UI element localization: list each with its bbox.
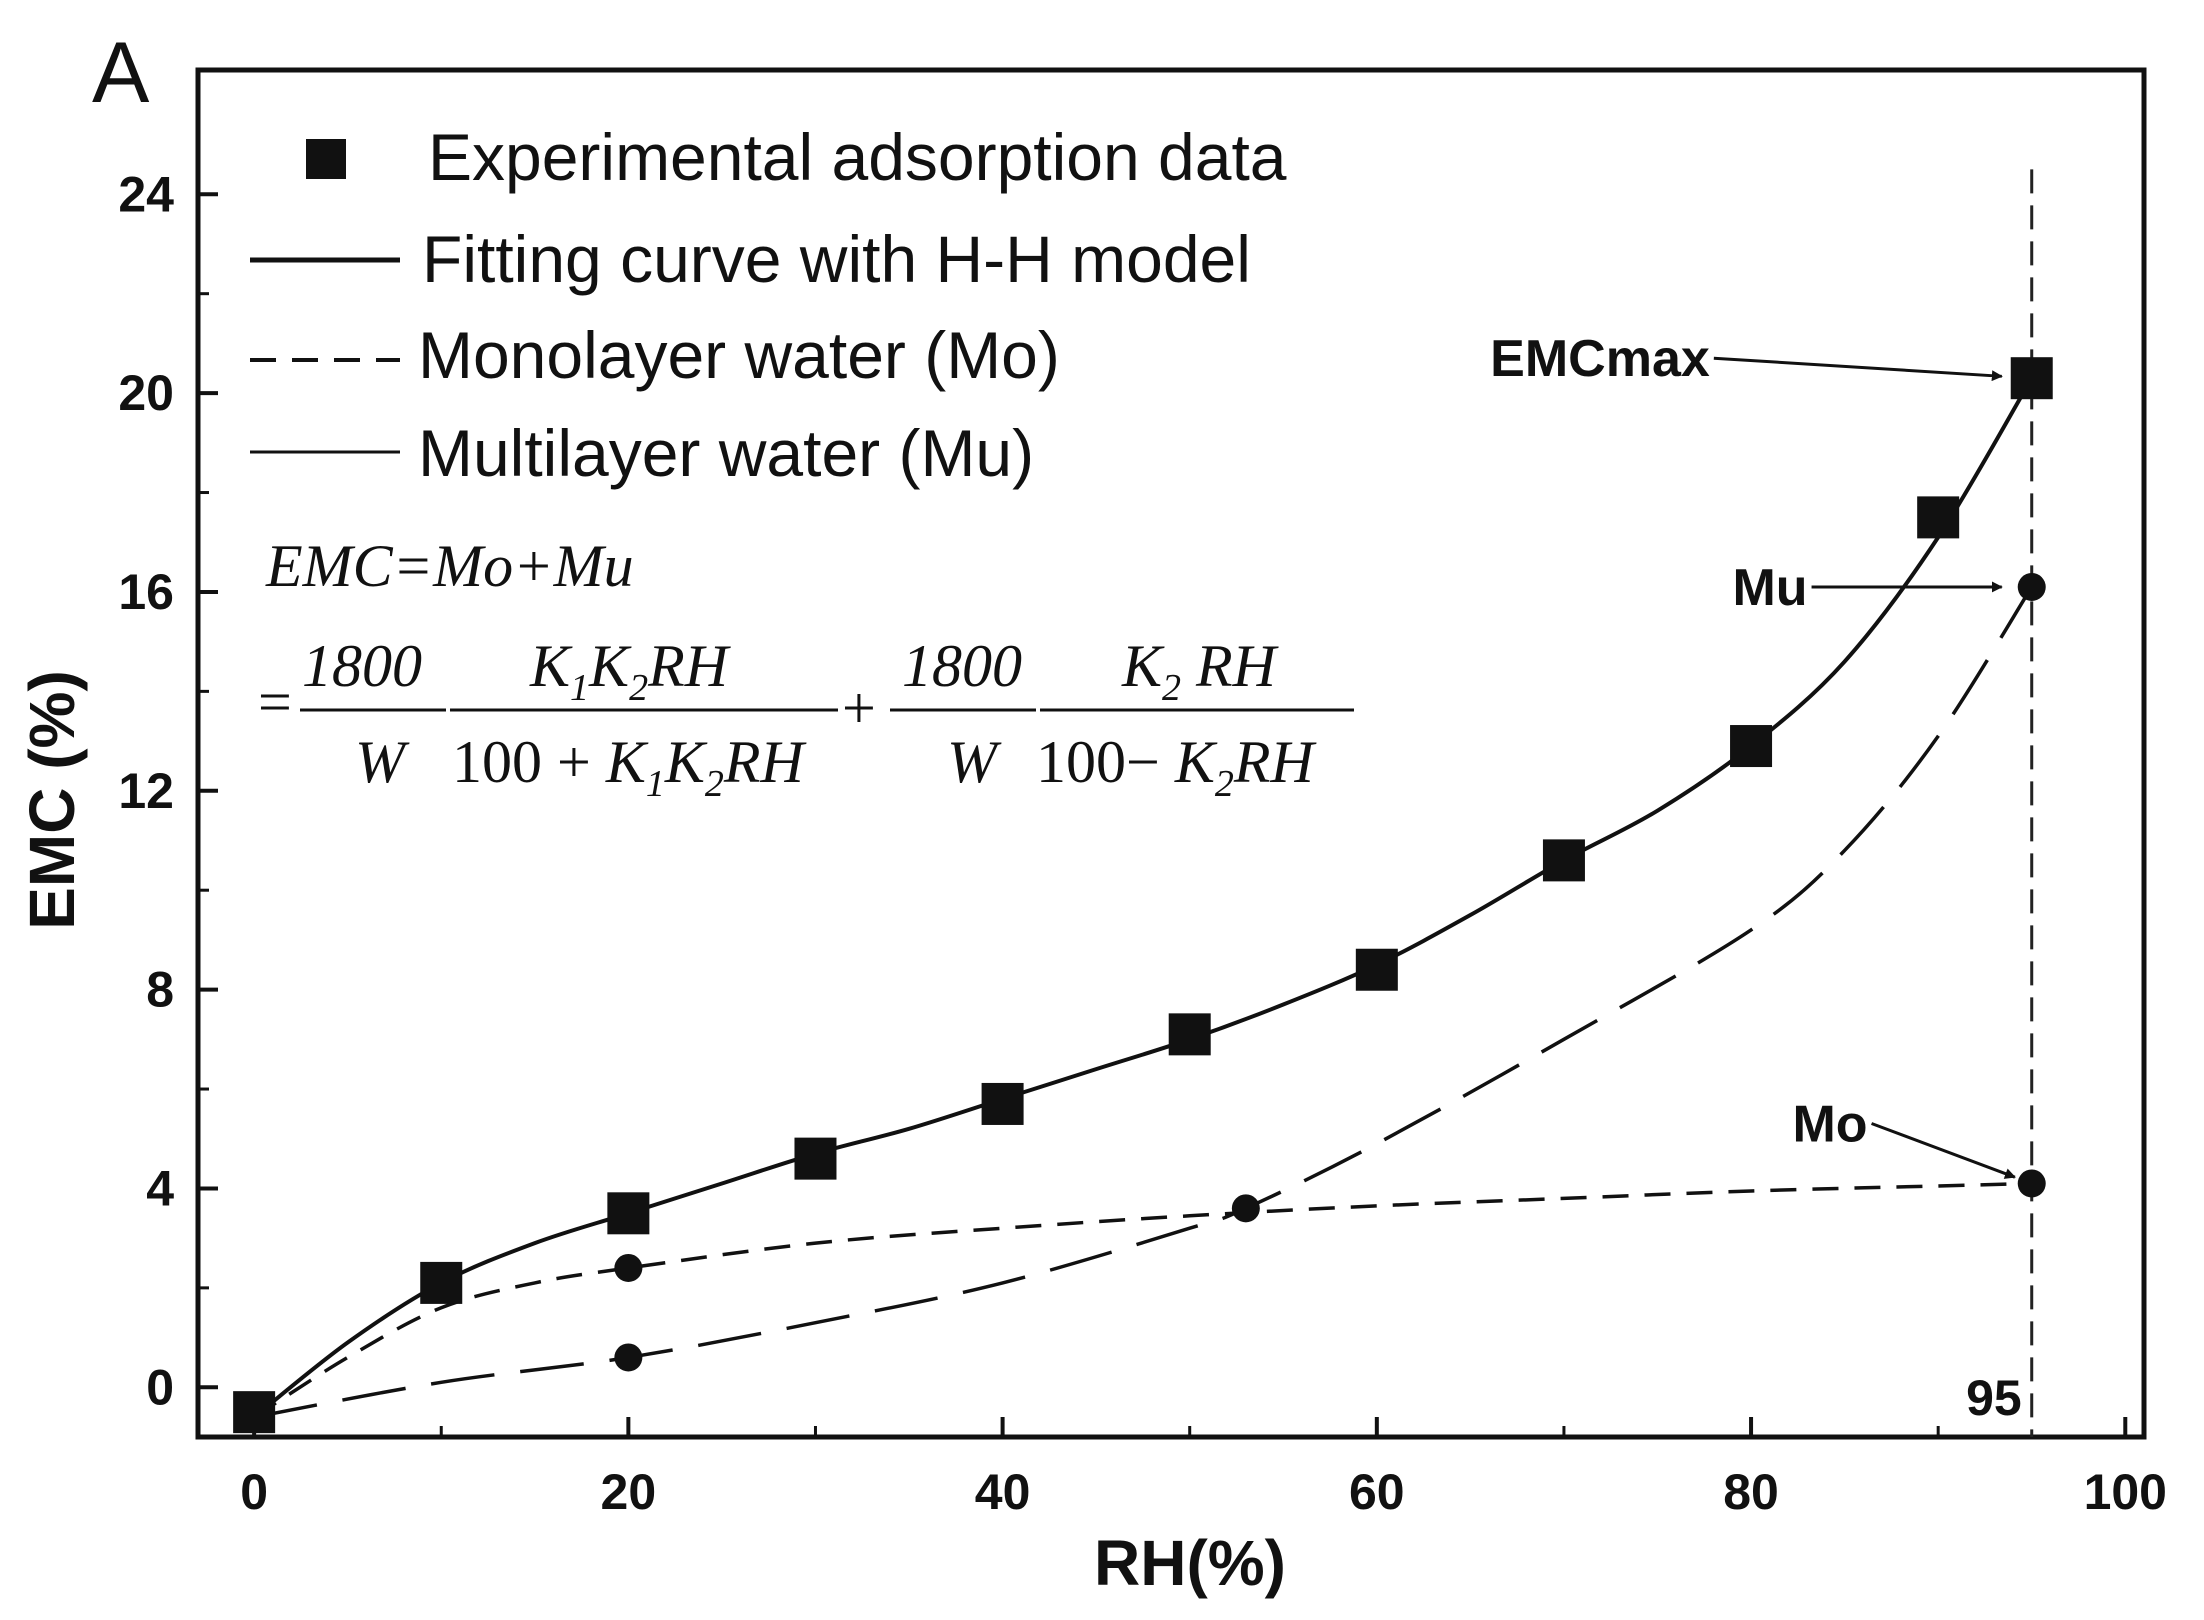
fraction-3-denominator: W <box>947 729 1002 795</box>
experimental-data-point <box>1168 1013 1211 1056</box>
experimental-data-point <box>607 1192 650 1235</box>
annotation-emcmax-arrow <box>1713 356 2003 382</box>
x-axis-title: RH(%) <box>1094 1527 1286 1599</box>
axis-ticks <box>198 192 2128 1437</box>
y-axis-title: EMC (%) <box>16 670 88 930</box>
plot-frame <box>195 67 2147 1440</box>
fraction-4-denominator: 100− K2RH <box>1036 729 1318 805</box>
x-tick-label: 20 <box>601 1464 657 1520</box>
annotations: EMCmax Mu Mo <box>1490 330 2016 1179</box>
experimental-data-point <box>1355 948 1398 991</box>
marked-point <box>2017 1169 2046 1198</box>
y-tick-label: 20 <box>118 365 174 421</box>
x-tick-label: 0 <box>240 1464 268 1520</box>
marked-point <box>614 1343 643 1372</box>
equation-line-1: EMC=Mo+Mu <box>265 533 634 599</box>
annotation-mo-arrow <box>1871 1122 2016 1179</box>
x-tick-label: 40 <box>975 1464 1031 1520</box>
monolayer-water-line <box>253 1181 2032 1419</box>
x-tick-label: 100 <box>2084 1464 2167 1520</box>
fraction-2-denominator: 100 + K1K2RH <box>452 729 808 805</box>
annotation-mu: Mu <box>1732 559 1807 617</box>
fraction-1-numerator: 1800 <box>302 633 422 699</box>
marked-point <box>614 1253 643 1282</box>
marked-point <box>2017 572 2046 601</box>
marked-point <box>1231 1194 1260 1223</box>
experimental-data-point <box>2010 357 2053 400</box>
experimental-data-point <box>1542 839 1585 882</box>
fraction-3-numerator: 1800 <box>902 633 1022 699</box>
legend-label-multilayer: Multilayer water (Mu) <box>418 416 1034 490</box>
y-tick-label: 8 <box>146 962 174 1018</box>
legend-label-fitting: Fitting curve with H-H model <box>422 222 1251 296</box>
experimental-data-point <box>794 1137 837 1180</box>
equation-equals: = <box>258 669 292 735</box>
legend-marker-square <box>306 139 346 179</box>
equation-plus: + <box>842 675 876 741</box>
experimental-data-point <box>1917 496 1960 539</box>
experimental-data-point <box>233 1391 276 1434</box>
y-tick-label: 24 <box>118 166 174 222</box>
y-tick-label: 12 <box>118 763 174 819</box>
annotation-mo: Mo <box>1792 1095 1867 1153</box>
x-tick-label: 80 <box>1723 1464 1779 1520</box>
model-equation: EMC=Mo+Mu = 1800 W K1K2RH 100 + K1K2RH +… <box>258 533 1354 805</box>
fraction-1-denominator: W <box>355 729 410 795</box>
annotation-emcmax: EMCmax <box>1490 330 1710 388</box>
legend: Experimental adsorption data Fitting cur… <box>250 120 1287 490</box>
y-tick-label: 16 <box>118 564 174 620</box>
series-layer <box>233 357 2053 1434</box>
y-tick-label: 4 <box>146 1160 174 1216</box>
legend-label-experimental: Experimental adsorption data <box>428 120 1287 194</box>
tick-labels: 0 20 40 60 80 100 0 4 8 12 16 20 24 <box>118 166 2167 1520</box>
rh-95-label: 95 <box>1966 1370 2022 1426</box>
panel-label: A <box>92 25 150 121</box>
experimental-data-point <box>981 1082 1024 1125</box>
experimental-data-point <box>1730 725 1773 768</box>
y-tick-label: 0 <box>146 1359 174 1415</box>
fraction-2-numerator: K1K2RH <box>529 633 732 709</box>
fraction-4-numerator: K2 RH <box>1121 633 1280 709</box>
x-tick-label: 60 <box>1349 1464 1405 1520</box>
legend-label-monolayer: Monolayer water (Mo) <box>418 318 1060 392</box>
experimental-data-point <box>420 1261 463 1304</box>
